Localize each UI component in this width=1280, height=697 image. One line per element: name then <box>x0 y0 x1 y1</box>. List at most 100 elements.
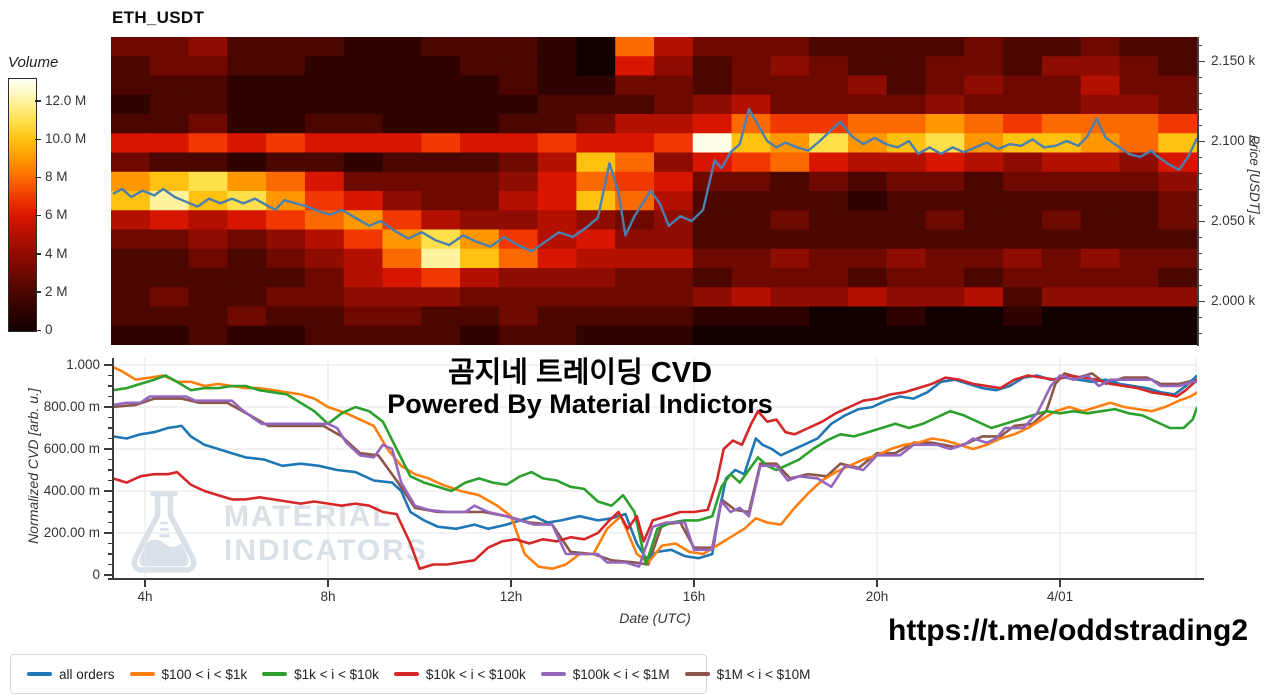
heatmap-cell <box>1080 287 1121 308</box>
heatmap-cell <box>770 37 810 57</box>
heatmap-cell <box>809 152 849 173</box>
heatmap-cell <box>266 56 306 77</box>
heatmap-cell <box>847 152 888 173</box>
heatmap-cell <box>654 75 694 96</box>
heatmap-cell <box>460 229 500 250</box>
heatmap-cell <box>770 325 810 345</box>
heatmap-cell <box>1003 94 1043 115</box>
heatmap-cell <box>537 133 578 154</box>
heatmap-cell <box>770 152 810 173</box>
heatmap-cell <box>1041 210 1082 231</box>
heatmap-cell <box>460 75 500 96</box>
heatmap-cell <box>654 152 694 173</box>
heatmap-cell <box>925 56 965 77</box>
heatmap-cell <box>847 248 888 269</box>
heatmap-cell <box>1041 248 1082 269</box>
heatmap-cell <box>615 56 655 77</box>
heatmap-cell <box>1003 191 1043 211</box>
heatmap-cell <box>1158 94 1197 115</box>
heatmap-cell <box>1158 325 1197 345</box>
price-axis-tick <box>1197 188 1202 190</box>
heatmap-cell <box>111 171 151 192</box>
heatmap-cell <box>615 248 655 269</box>
heatmap-cell <box>421 37 461 57</box>
heatmap-cell <box>382 287 422 308</box>
heatmap-cell <box>886 152 927 173</box>
heatmap-cell <box>1080 94 1121 115</box>
heatmap-cell <box>615 94 655 115</box>
heatmap-cell <box>809 210 849 231</box>
heatmap-cell <box>576 114 616 134</box>
heatmap-cell <box>343 287 384 308</box>
heatmap-cell <box>227 152 267 173</box>
colorbar-tick-label: 2 M <box>45 283 68 299</box>
heatmap-cell <box>1158 75 1197 96</box>
cvd-x-axis-tick <box>144 580 146 587</box>
heatmap-cell <box>1119 306 1159 327</box>
heatmap-cell <box>692 114 733 134</box>
heatmap-cell <box>188 171 228 192</box>
heatmap-cell <box>770 75 810 96</box>
heatmap-cell <box>1080 75 1121 96</box>
heatmap-cell <box>964 229 1004 250</box>
heatmap-cell <box>1003 37 1043 57</box>
heatmap-cell <box>925 152 965 173</box>
cvd-x-axis-tick <box>510 580 512 587</box>
heatmap-cell <box>498 306 539 327</box>
legend-item[interactable]: $1k < i < $10k <box>262 667 379 682</box>
heatmap-cell <box>886 325 927 345</box>
heatmap-cell <box>692 56 733 77</box>
heatmap-cell <box>1119 210 1159 231</box>
cvd-y-axis-tick <box>104 532 112 534</box>
heatmap-cell <box>343 56 384 77</box>
heatmap-cell <box>1119 268 1159 288</box>
legend-item[interactable]: $1M < i < $10M <box>684 667 810 682</box>
heatmap-cell <box>498 210 539 231</box>
heatmap-cell <box>537 56 578 77</box>
heatmap-cell <box>576 287 616 308</box>
legend-item[interactable]: $10k < i < $100k <box>393 667 526 682</box>
heatmap-cell <box>770 248 810 269</box>
legend-swatch <box>684 672 710 676</box>
heatmap-cell <box>847 287 888 308</box>
heatmap-cell <box>847 171 888 192</box>
heatmap-cell <box>266 114 306 134</box>
heatmap-cell <box>188 325 228 345</box>
heatmap-cell <box>266 75 306 96</box>
legend-item[interactable]: $100 < i < $1k <box>129 667 247 682</box>
heatmap-cell <box>1003 171 1043 192</box>
heatmap-cell <box>421 94 461 115</box>
heatmap-cell <box>382 94 422 115</box>
legend-item[interactable]: $100k < i < $1M <box>540 667 670 682</box>
heatmap-cell <box>498 37 539 57</box>
heatmap-cell <box>964 152 1004 173</box>
cvd-y-axis-tick <box>107 500 112 503</box>
heatmap-cell <box>615 133 655 154</box>
telegram-link[interactable]: https://t.me/oddstrading2 <box>888 614 1248 647</box>
heatmap-cell <box>615 75 655 96</box>
heatmap-cell <box>1080 229 1121 250</box>
cvd-x-axis-tick-label: 12h <box>499 589 523 604</box>
heatmap-cell <box>460 268 500 288</box>
volume-heatmap-svg <box>111 37 1197 345</box>
colorbar-tick-label: 0 <box>45 322 53 337</box>
heatmap-cell <box>304 325 345 345</box>
heatmap-cell <box>1158 191 1197 211</box>
cvd-y-axis-tick <box>107 563 112 566</box>
legend-item[interactable]: all orders <box>27 667 115 682</box>
heatmap-cell <box>1003 325 1043 345</box>
heatmap-cell <box>149 229 190 250</box>
heatmap-cell <box>692 133 733 154</box>
price-axis-tick-label: 2.050 k <box>1211 213 1256 228</box>
price-axis-tick <box>1197 172 1202 174</box>
heatmap-cell <box>421 56 461 77</box>
heatmap-cell <box>149 287 190 308</box>
heatmap-cell <box>188 56 228 77</box>
cvd-chart <box>113 358 1197 578</box>
heatmap-cell <box>343 114 384 134</box>
heatmap-cell <box>343 229 384 250</box>
heatmap-cell <box>1080 248 1121 269</box>
heatmap-cell <box>1158 268 1197 288</box>
heatmap-cell <box>1158 37 1197 57</box>
colorbar-tick-label: 4 M <box>45 245 68 261</box>
